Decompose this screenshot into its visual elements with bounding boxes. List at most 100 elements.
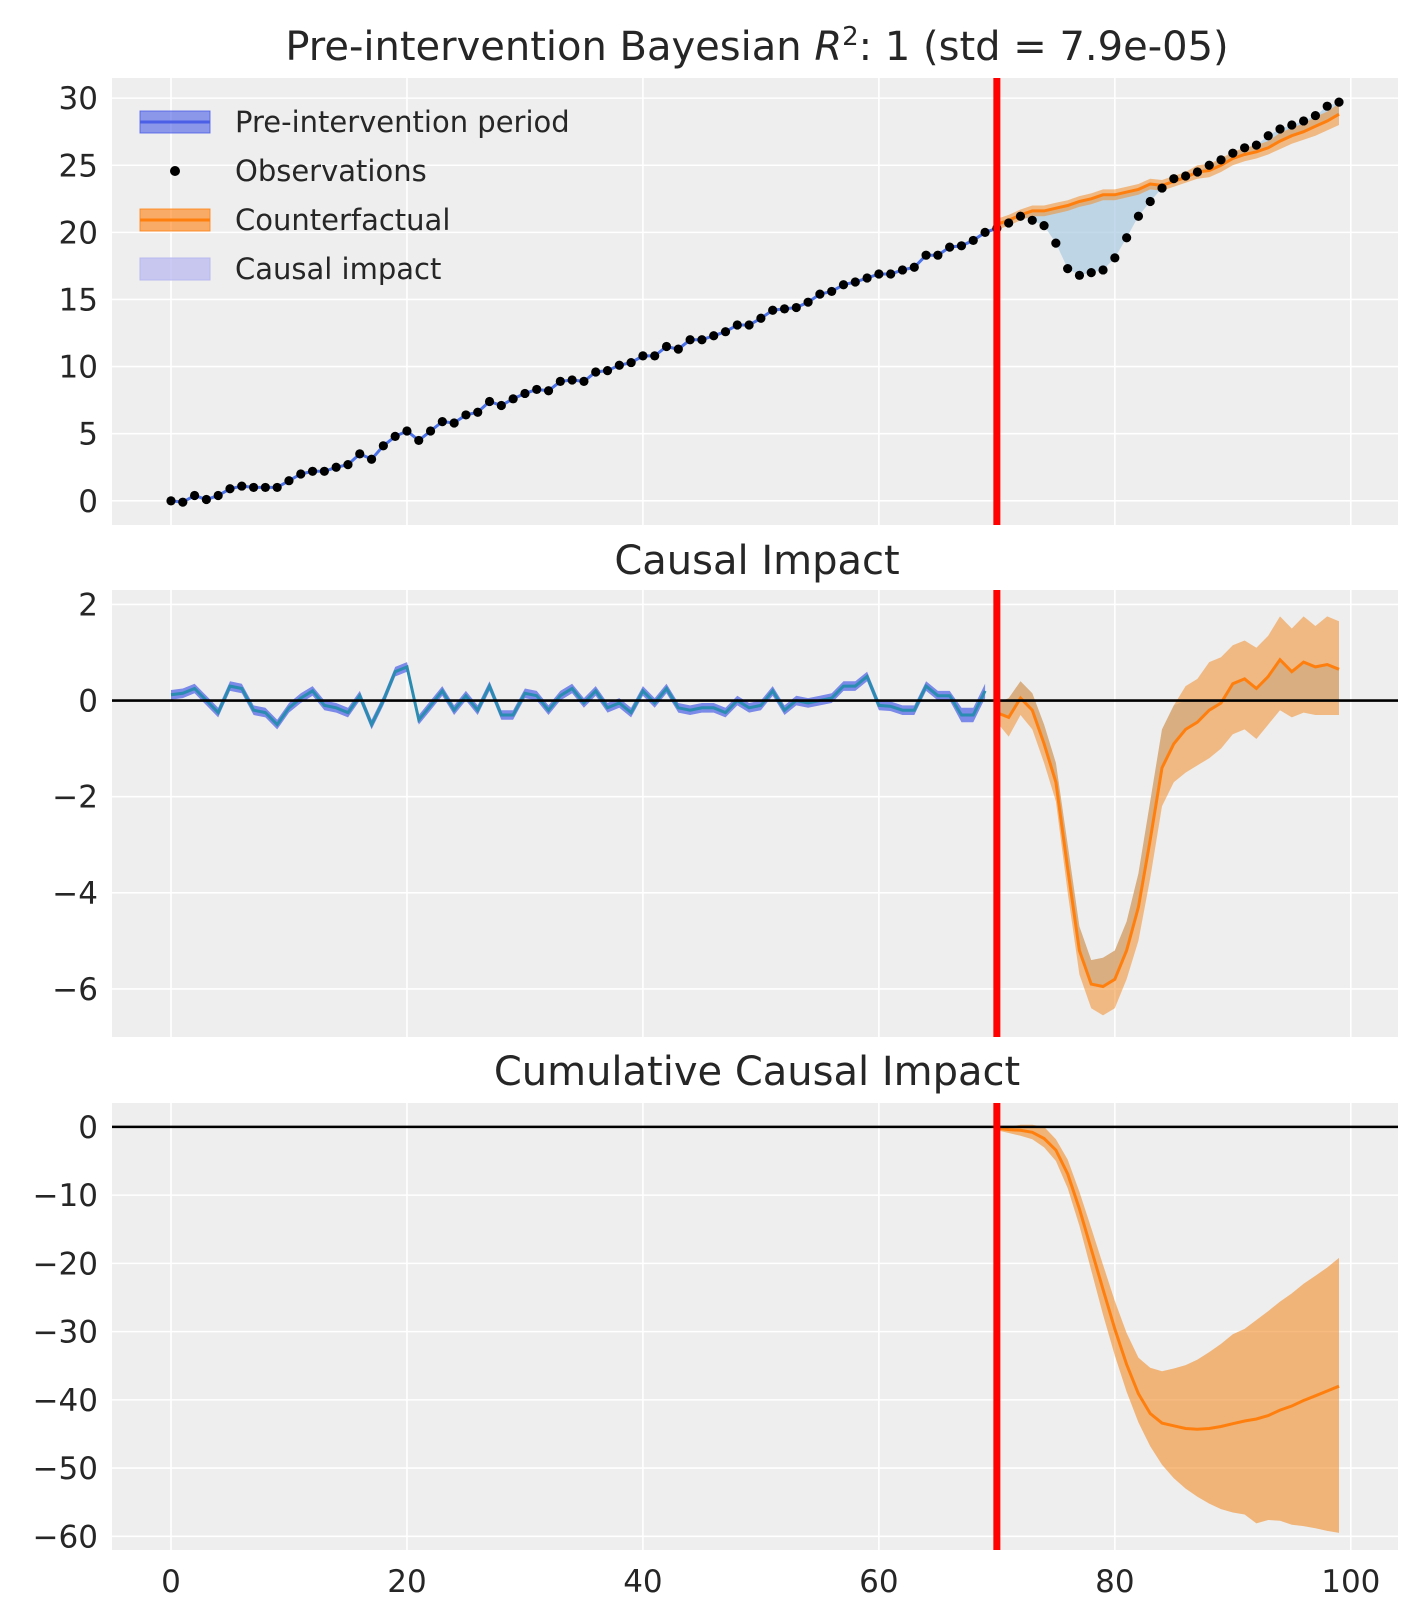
observation-point <box>1157 183 1167 193</box>
observation-point <box>709 331 719 341</box>
observation-point <box>567 375 577 385</box>
counterfactual-band <box>996 103 1339 230</box>
observation-point <box>1181 171 1191 181</box>
observation-point <box>355 449 365 459</box>
panel3-marks <box>112 1103 1398 1550</box>
panel2-y-tick-labels: 2 0 −2 −4 −6 <box>52 587 98 1008</box>
observation-point <box>178 497 188 507</box>
observation-point <box>909 262 919 272</box>
observation-point <box>874 269 884 279</box>
observation-point <box>1287 120 1297 130</box>
observation-point <box>1063 264 1073 274</box>
legend-item: Causal impact <box>139 252 441 286</box>
observation-point <box>732 320 742 330</box>
legend-dot <box>170 166 180 176</box>
observation-point <box>508 394 518 404</box>
observation-point <box>980 227 990 237</box>
observation-point <box>921 250 931 260</box>
y-tick-label: −30 <box>33 1315 98 1351</box>
causal-impact-fill <box>996 102 1339 276</box>
observation-point <box>284 476 294 486</box>
observation-point <box>768 305 778 315</box>
observation-point <box>366 454 377 464</box>
y-tick-label: −2 <box>52 780 98 816</box>
pre-intervention-line <box>170 664 987 729</box>
observation-point <box>260 482 270 493</box>
y-tick-label: 5 <box>78 417 98 453</box>
observation-point <box>1216 155 1226 165</box>
y-tick-label: 30 <box>59 81 98 117</box>
observation-point <box>1074 270 1085 280</box>
cumulative-band <box>996 1124 1339 1533</box>
observation-point <box>602 366 613 376</box>
observation-point <box>1334 97 1344 107</box>
observation-point <box>402 426 412 436</box>
observation-point <box>201 494 211 505</box>
observation-point <box>803 297 813 307</box>
observation-point <box>319 466 329 476</box>
y-tick-label: −60 <box>33 1519 98 1555</box>
observation-point <box>296 469 306 479</box>
observation-point <box>1240 143 1250 153</box>
legend-item: Counterfactual <box>139 203 450 237</box>
panel2-background <box>112 590 1398 1037</box>
observation-point <box>1322 101 1332 111</box>
observation-point <box>543 386 554 396</box>
legend-label: Counterfactual <box>235 203 450 237</box>
observation-point <box>425 426 436 436</box>
observation-point <box>225 484 235 494</box>
panel-cumulative-causal-impact: Cumulative Causal Impact 0 −10 −20 −30 −40 −5… <box>33 1049 1398 1600</box>
observation-point <box>1251 140 1262 150</box>
observation-point <box>1015 211 1026 221</box>
observation-point <box>555 376 565 386</box>
x-tick-label: 100 <box>1321 1564 1380 1600</box>
observation-point <box>968 235 978 246</box>
observation-point <box>1110 253 1120 263</box>
y-tick-label: 25 <box>59 148 98 184</box>
observation-point <box>1133 211 1144 221</box>
observation-point <box>331 462 341 472</box>
x-tick-label: 40 <box>623 1564 662 1600</box>
observation-point <box>1204 160 1214 170</box>
y-tick-label: 20 <box>59 215 98 251</box>
observation-point <box>437 417 447 427</box>
panel2-marks <box>112 590 1398 1037</box>
x-tick-label: 60 <box>859 1564 898 1600</box>
observation-point <box>461 410 471 420</box>
panel1-title: Pre-intervention Bayesian R2: 1 (std = 7… <box>285 22 1228 70</box>
legend-item: Pre-intervention period <box>139 105 570 139</box>
observation-point <box>897 265 908 275</box>
observation-point <box>791 302 801 313</box>
panel3-y-tick-labels: 0 −10 −20 −30 −40 −50 −60 <box>33 1110 98 1555</box>
observation-point <box>838 280 849 290</box>
panel2-title: Causal Impact <box>614 538 899 584</box>
observation-point <box>213 490 223 501</box>
observation-point <box>496 400 506 411</box>
legend-label: Observations <box>235 154 427 188</box>
observation-point <box>1263 131 1273 141</box>
observation-point <box>237 481 247 491</box>
observation-point <box>661 341 672 352</box>
observation-point <box>638 351 648 361</box>
observation-point <box>815 289 825 299</box>
counterfactual-line <box>996 657 1340 989</box>
observation-point <box>473 407 483 417</box>
observation-point <box>945 242 955 252</box>
legend-label: Pre-intervention period <box>235 105 570 139</box>
observation-point <box>272 482 282 493</box>
observation-point <box>1145 196 1155 207</box>
observation-point <box>744 320 754 330</box>
y-tick-label: 15 <box>59 282 98 318</box>
panel1-y-tick-labels: 0 5 10 15 20 25 30 <box>59 81 98 520</box>
x-tick-label: 0 <box>161 1564 181 1600</box>
observation-point <box>720 327 731 337</box>
y-tick-label: 0 <box>78 1110 98 1146</box>
y-tick-label: 0 <box>78 684 98 720</box>
observation-point <box>697 335 707 345</box>
counterfactual-line <box>996 112 1340 226</box>
observation-point <box>1275 124 1285 134</box>
legend-item: Observations <box>170 154 427 188</box>
y-tick-label: −10 <box>33 1178 98 1214</box>
observation-point <box>1086 268 1096 278</box>
